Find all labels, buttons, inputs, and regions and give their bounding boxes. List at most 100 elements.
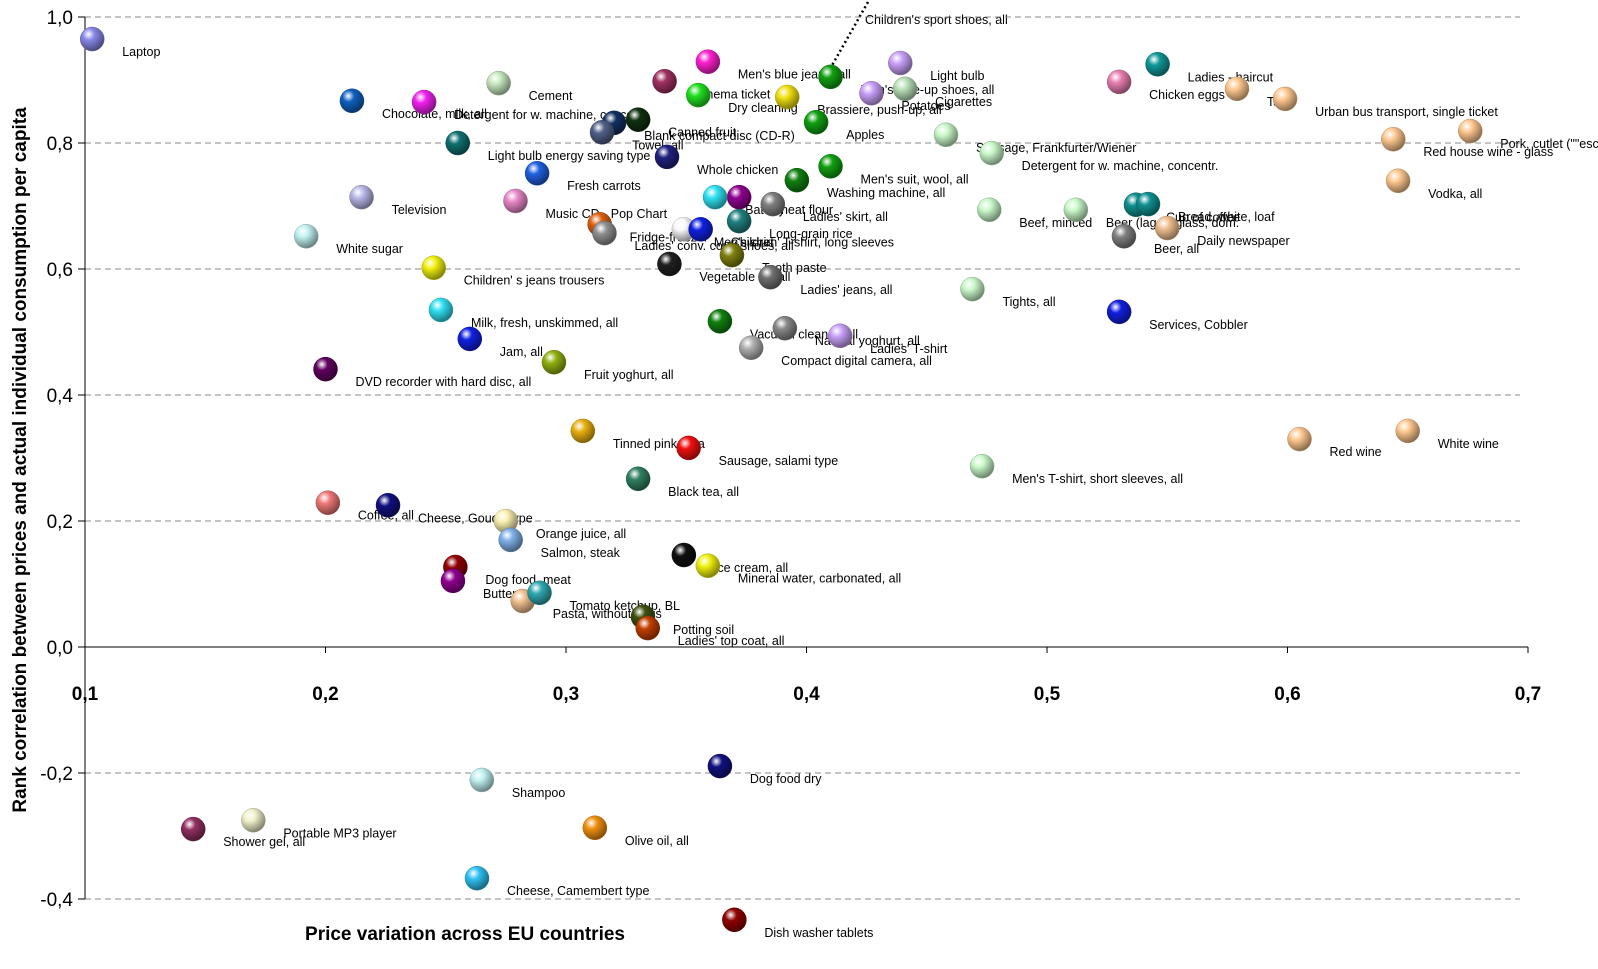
annotation: Children's sport shoes, all [865,13,1008,27]
y-tick-label: 0,2 [47,512,73,533]
point-label: Sausage, salami type [719,454,839,468]
point [1155,215,1180,241]
point-label: Chicken eggs [1149,88,1225,102]
y-tick-label: 0,8 [47,134,73,155]
x-axis-title: Price variation across EU countries [305,924,625,945]
point-label: Cinema ticket [695,87,771,101]
point-label: White wine [1438,437,1499,451]
y-tick-label: 1,0 [47,8,73,29]
x-tick-label: 0,7 [1515,684,1541,705]
point-label: Sausage, Frankfurter/Wiener [976,141,1137,155]
point-label: Blank compact disc (CD-R) [644,129,795,143]
point [676,435,701,461]
point [1111,223,1137,249]
x-tick-label: 0,6 [1274,684,1300,705]
y-tick-label: -0,4 [40,890,73,911]
point-label: Daily newspaper [1197,234,1289,248]
point [702,184,728,210]
point [294,223,319,249]
point-label: Urban bus transport, single ticket [1315,105,1498,119]
point [79,26,105,52]
point-label: Ladies - haircut [1188,70,1274,84]
point [1135,191,1161,217]
point-label: Music CD - Pop Chart [545,207,667,221]
point [527,580,552,606]
point [758,264,783,290]
point-label: Services, Cobbler [1149,318,1248,332]
point [719,242,745,268]
point-label: Brassiere, push-up, all [817,103,941,117]
point [1272,86,1298,112]
point-label: Milk, fresh, unskimmed, all [471,316,618,330]
point-label: Television [392,203,447,217]
point-label: Dog food, meat [485,573,571,587]
point [818,64,843,90]
point [933,122,959,148]
point-label: Laptop [122,45,160,59]
point [503,188,528,214]
point-label: Ladies' skirt, all [803,210,888,224]
point-label: Compact digital camera, all [781,354,932,368]
point [582,815,608,841]
point-label: Detergent for w. machine, concentr. [1022,159,1219,173]
point [428,297,454,323]
point [1106,299,1132,325]
point [349,184,374,210]
point-label: Ice cream, all [714,561,788,575]
point [707,753,733,779]
point-label: Black tea, all [668,485,739,499]
point-label: Canned fruit [668,126,737,140]
point-label: Red house wine - glass [1423,145,1553,159]
point-label: Ladies' jeans, all [800,283,892,297]
point-label: Ladies' top coat, all [678,634,785,648]
point [592,220,617,246]
point [464,865,490,891]
x-tick-label: 0,3 [553,684,579,705]
point-label: Apples [846,128,884,142]
point [657,251,682,277]
x-tick-label: 0,2 [312,684,338,705]
point [1106,69,1132,95]
point [695,49,721,74]
point [772,315,798,341]
point-label: Potatoes [901,99,950,113]
point [827,323,853,349]
point-label: Dish washer tablets [764,926,873,940]
point [570,418,596,444]
point [654,144,680,170]
point [726,208,752,234]
point [652,69,677,94]
point-label: Portable MP3 player [283,826,396,840]
point-label: Salmon, steak [541,546,621,560]
point-label: Ladies' T-shirt [870,342,948,356]
point [671,542,697,568]
point [960,276,985,302]
point [977,197,1002,223]
point [1224,76,1250,102]
x-tick-label: 0,1 [72,684,99,705]
point [892,76,918,102]
point [738,335,764,360]
point-label: Shower gel, all [223,835,305,849]
point-label: Olive oil, all [625,834,689,848]
y-tick-label: -0,2 [40,764,73,785]
point [241,808,266,833]
point [1145,52,1170,77]
annotation-arrow [824,1,870,77]
point [498,527,523,553]
point-label: Bread, white, loaf [1178,210,1275,224]
point-label: Cheese, Camembert type [507,884,649,898]
point [339,88,365,114]
x-tick-label: 0,4 [793,684,820,705]
point [784,167,810,193]
point-label: Men's T-shirt, short sleeves, all [1012,472,1183,486]
point [469,767,495,793]
point [445,130,471,156]
point-label: Jam, all [500,345,543,359]
point-label: Wheat flour [769,203,833,217]
point-label: Tights, all [1002,295,1055,309]
point [1287,426,1312,452]
point [411,89,437,115]
point-label: Cement [529,89,573,103]
